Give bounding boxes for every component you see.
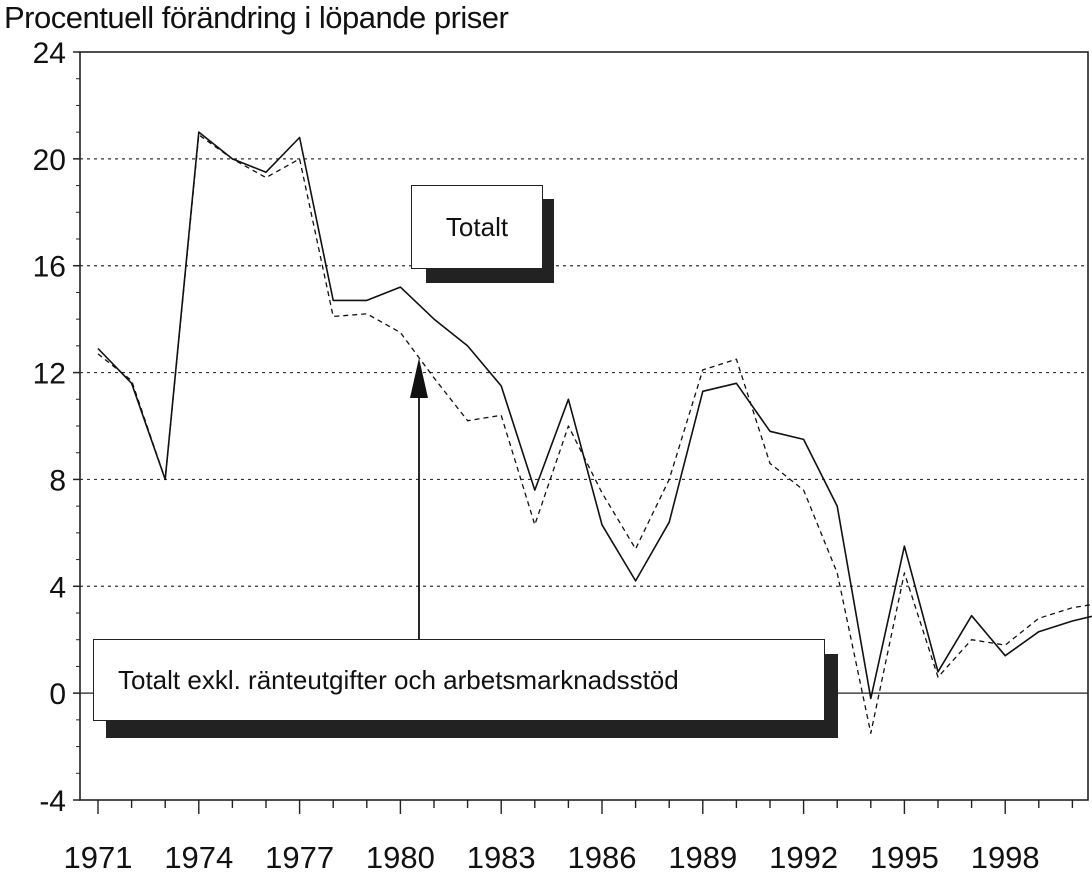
y-tick-label: 0 bbox=[49, 678, 66, 711]
y-ticks: -4 0 4 8 12 16 20 24 bbox=[33, 37, 80, 818]
y-axis-title: Procentuell förändring i löpande priser bbox=[4, 0, 509, 35]
gridlines bbox=[80, 158, 1088, 694]
annotation-arrow bbox=[410, 358, 428, 639]
x-tick-label: 1980 bbox=[366, 840, 435, 874]
series-line-totalt-exkl bbox=[97, 134, 1092, 734]
x-tick-label: 1998 bbox=[971, 840, 1040, 874]
x-tick-label: 1986 bbox=[568, 840, 637, 874]
y-tick-label: 12 bbox=[33, 358, 66, 391]
y-tick-label: 24 bbox=[33, 37, 66, 70]
y-tick-label: 8 bbox=[49, 464, 66, 497]
arrow-head bbox=[410, 358, 428, 398]
series-lines bbox=[97, 131, 1092, 734]
x-tick-label: 1992 bbox=[769, 840, 838, 874]
y-tick-label: -4 bbox=[39, 785, 66, 818]
x-tick-label: 1974 bbox=[164, 840, 233, 874]
series-line-totalt bbox=[97, 131, 1092, 700]
x-tick-label: 1971 bbox=[64, 840, 133, 874]
x-tick-label: 1983 bbox=[467, 840, 536, 874]
y-tick-label: 20 bbox=[33, 144, 66, 177]
x-tick-label: 1989 bbox=[668, 840, 737, 874]
label-totalt-text: Totalt bbox=[445, 211, 509, 242]
x-tick-label: 1977 bbox=[265, 840, 334, 874]
y-tick-label: 4 bbox=[49, 571, 66, 604]
label-totalt-exkl-text: Totalt exkl. ränteutgifter och arbetsmar… bbox=[118, 664, 679, 695]
x-ticks: 1971 1974 1977 1980 1983 1986 1989 1992 1995 1998 bbox=[64, 800, 1074, 874]
y-tick-label: 16 bbox=[33, 251, 66, 284]
x-tick-label: 1995 bbox=[870, 840, 939, 874]
